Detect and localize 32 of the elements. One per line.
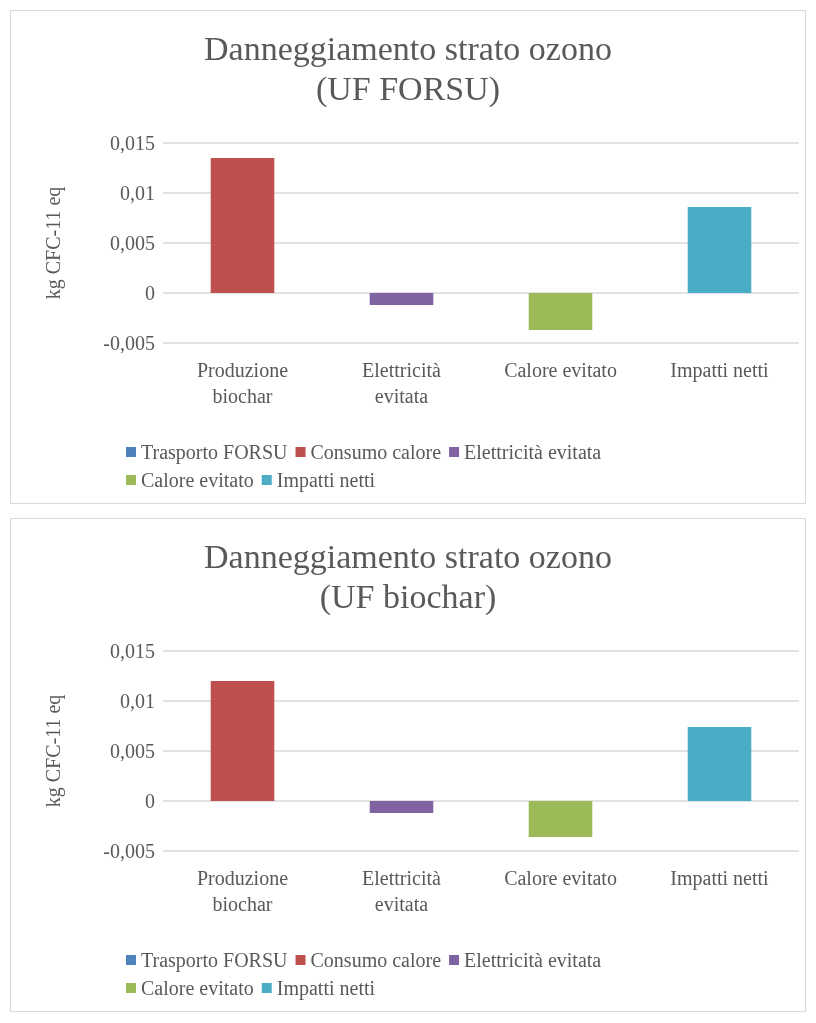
x-tick-label: Calore evitato xyxy=(504,359,617,381)
y-tick-label: 0 xyxy=(145,790,155,812)
legend-label: Elettricità evitata xyxy=(464,949,602,971)
y-axis-title: kg CFC-11 eq xyxy=(42,694,65,808)
legend-label: Consumo calore xyxy=(310,949,442,971)
legend-label: Calore evitato xyxy=(141,469,254,491)
legend-label: Consumo calore xyxy=(310,441,442,463)
chart-title: Danneggiamento strato ozono (UF FORSU) xyxy=(204,29,612,108)
y-tick-label: 0,005 xyxy=(110,740,155,762)
chart-title: Danneggiamento strato ozono (UF biochar) xyxy=(204,537,612,616)
x-tick-label: Produzione biochar xyxy=(196,867,289,915)
y-tick-label: 0,015 xyxy=(110,132,155,154)
legend-label: Calore evitato xyxy=(141,977,254,999)
y-tick-label: 0,01 xyxy=(120,182,155,204)
legend-label: Trasporto FORSU xyxy=(141,949,289,972)
x-tick-label: Produzione biochar xyxy=(196,359,289,407)
x-tick-label: Calore evitato xyxy=(504,867,617,889)
x-tick-label: Impatti netti xyxy=(670,359,770,382)
y-tick-label: 0 xyxy=(145,282,155,304)
y-tick-label: -0,005 xyxy=(103,332,155,354)
y-tick-label: 0,01 xyxy=(120,690,155,712)
y-tick-label: -0,005 xyxy=(103,840,155,862)
legend-label: Impatti netti xyxy=(276,977,376,1000)
y-axis-title: kg CFC-11 eq xyxy=(42,186,65,300)
x-tick-label: Impatti netti xyxy=(670,867,770,890)
y-tick-label: 0,015 xyxy=(110,640,155,662)
legend-label: Impatti netti xyxy=(276,469,376,492)
legend-label: Trasporto FORSU xyxy=(141,441,289,464)
y-tick-label: 0,005 xyxy=(110,232,155,254)
x-tick-label: Elettricità evitata xyxy=(362,359,442,407)
x-tick-label: Elettricità evitata xyxy=(362,867,442,915)
legend-label: Elettricità evitata xyxy=(464,441,602,463)
